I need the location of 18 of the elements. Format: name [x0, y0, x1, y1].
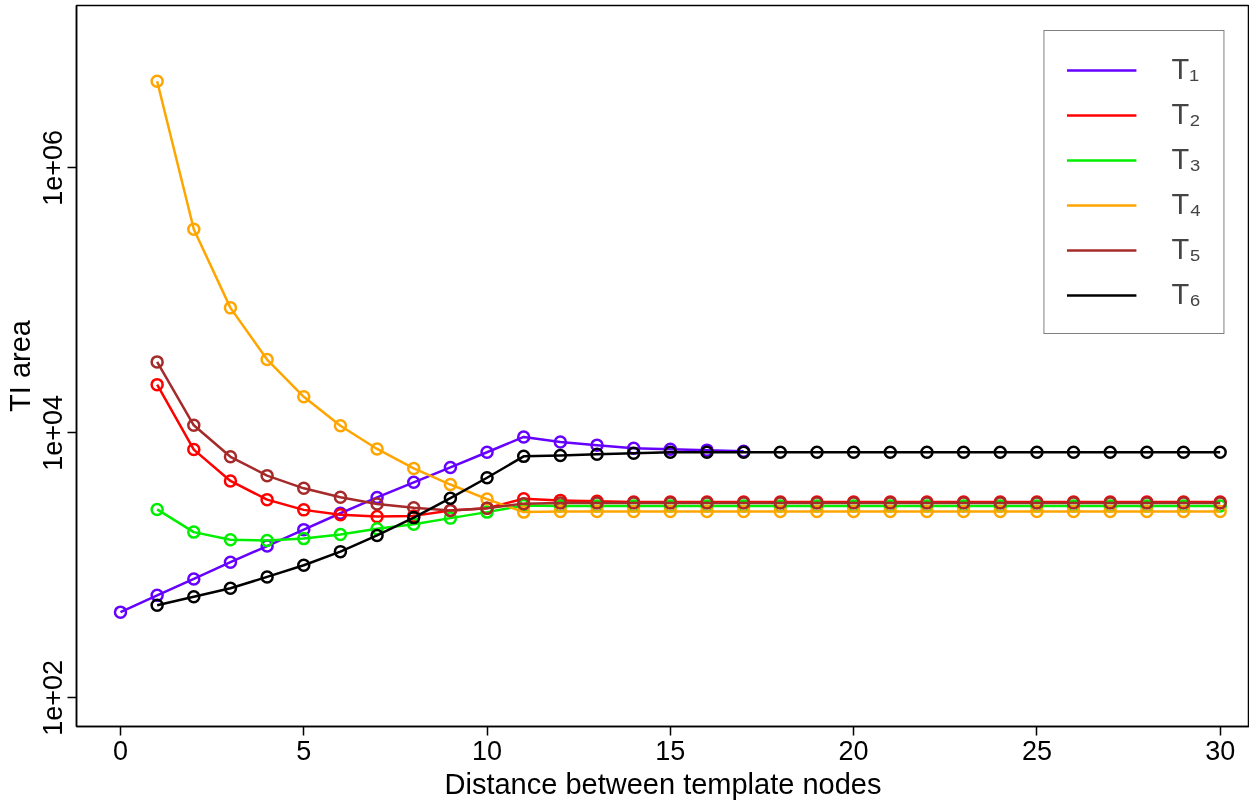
legend-label: T₆	[1171, 278, 1201, 311]
x-tick-label: 0	[112, 735, 129, 766]
y-tick-label: 1e+02	[38, 659, 69, 736]
x-tick-label: 30	[1205, 735, 1236, 766]
legend-label: T₂	[1171, 98, 1201, 131]
x-tick-label: 10	[472, 735, 503, 766]
y-axis-title: TI area	[3, 319, 36, 412]
x-tick-label: 15	[655, 735, 686, 766]
x-axis-title: Distance between template nodes	[444, 767, 882, 800]
legend-label: T₁	[1171, 53, 1199, 86]
x-tick-label: 20	[838, 735, 869, 766]
legend-label: T₄	[1171, 188, 1201, 221]
x-tick-label: 5	[296, 735, 312, 766]
legend-label: T₅	[1171, 233, 1201, 266]
y-tick-label: 1e+04	[38, 394, 69, 471]
legend-label: T₃	[1171, 143, 1201, 176]
x-tick-label: 25	[1021, 735, 1052, 766]
y-tick-label: 1e+06	[38, 129, 69, 206]
